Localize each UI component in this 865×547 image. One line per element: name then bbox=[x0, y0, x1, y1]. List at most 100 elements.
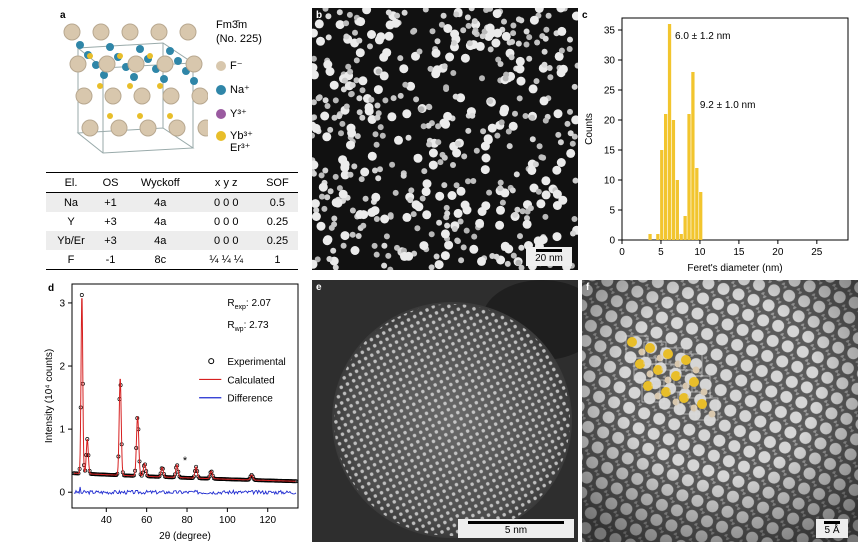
yb-atom bbox=[137, 113, 143, 119]
x-tick-label: 100 bbox=[219, 515, 236, 526]
nanoparticle bbox=[557, 26, 567, 36]
table-cell: 0 0 0 bbox=[213, 234, 239, 247]
nanoparticle bbox=[574, 62, 578, 69]
nanoparticle bbox=[324, 103, 331, 109]
nanoparticle bbox=[450, 70, 457, 76]
nanoparticle bbox=[338, 130, 344, 137]
nanoparticle bbox=[353, 57, 360, 64]
nanoparticle bbox=[411, 51, 420, 61]
nanoparticle bbox=[440, 12, 447, 19]
nanoparticle bbox=[394, 12, 401, 19]
nanoparticle bbox=[351, 163, 358, 170]
x-tick-label: 80 bbox=[181, 515, 193, 526]
r-wp-value: : 2.73 bbox=[244, 320, 269, 331]
nanoparticle bbox=[360, 222, 367, 229]
panel-label-e: e bbox=[316, 282, 322, 293]
f-atom bbox=[133, 87, 151, 105]
nanoparticle bbox=[320, 111, 330, 121]
x-tick-label: 5 bbox=[658, 247, 664, 258]
nanoparticle bbox=[340, 242, 347, 249]
nanoparticle bbox=[372, 167, 378, 174]
nanoparticle bbox=[526, 34, 533, 41]
nanoparticle bbox=[558, 64, 568, 74]
atomic-resolution-image bbox=[582, 280, 858, 542]
nanoparticle bbox=[471, 18, 478, 25]
nanoparticle bbox=[570, 230, 576, 237]
nanoparticle bbox=[495, 56, 502, 63]
nanoparticle bbox=[356, 37, 363, 44]
nanoparticle bbox=[333, 198, 343, 208]
nanoparticle bbox=[452, 93, 459, 100]
nanoparticle bbox=[336, 113, 343, 120]
nanoparticle bbox=[328, 224, 335, 231]
legend-item: Yb³⁺ Er³⁺ bbox=[216, 130, 253, 154]
nanoparticle bbox=[572, 177, 578, 184]
nanoparticle bbox=[489, 253, 496, 259]
nanoparticle bbox=[356, 17, 366, 27]
f-atom bbox=[654, 392, 662, 400]
nanoparticle bbox=[522, 219, 532, 229]
nanoparticle bbox=[332, 173, 339, 180]
nanoparticle bbox=[401, 9, 408, 16]
nanoparticle bbox=[428, 264, 435, 270]
histogram-bar bbox=[671, 120, 676, 240]
nanoparticle bbox=[428, 160, 438, 170]
nanoparticle bbox=[391, 18, 401, 28]
nanoparticle bbox=[532, 161, 539, 168]
histogram-bar bbox=[699, 192, 703, 240]
table-cell: 0.5 bbox=[269, 196, 286, 209]
nanoparticle bbox=[545, 12, 552, 19]
y-tick-label: 3 bbox=[59, 298, 65, 309]
na-atom bbox=[106, 43, 114, 51]
nanoparticle bbox=[524, 215, 530, 222]
nanoparticle bbox=[501, 31, 511, 41]
nanoparticle bbox=[410, 28, 417, 35]
y-tick-label: 0 bbox=[59, 488, 65, 499]
nanoparticle bbox=[340, 231, 350, 241]
f-atom bbox=[81, 119, 99, 137]
na-atom bbox=[190, 77, 198, 85]
nanoparticle bbox=[346, 140, 355, 150]
nanoparticle bbox=[519, 208, 526, 215]
nanoparticle bbox=[426, 104, 433, 111]
nanoparticle bbox=[536, 143, 543, 150]
nanoparticle bbox=[418, 106, 425, 113]
yb-atom bbox=[681, 355, 691, 365]
nanoparticle bbox=[406, 81, 416, 91]
nanoparticle bbox=[426, 141, 433, 148]
nanoparticle bbox=[316, 94, 323, 101]
nanoparticle bbox=[402, 212, 412, 222]
nanoparticle bbox=[411, 200, 421, 210]
nanoparticle bbox=[497, 185, 504, 192]
nanoparticle bbox=[338, 189, 348, 199]
nanoparticle bbox=[515, 64, 525, 74]
histogram-bar bbox=[667, 24, 672, 240]
yb-atom bbox=[679, 393, 689, 403]
nanoparticle bbox=[322, 8, 329, 12]
histogram-bar bbox=[683, 216, 687, 240]
nanoparticle bbox=[514, 206, 521, 213]
nanoparticle bbox=[346, 123, 356, 133]
f-atom bbox=[700, 388, 708, 396]
nanoparticle bbox=[493, 28, 503, 38]
f-atom bbox=[690, 404, 698, 412]
f-atom bbox=[121, 23, 139, 41]
nanoparticle bbox=[373, 141, 380, 148]
f-atom bbox=[92, 23, 110, 41]
nanoparticle bbox=[349, 207, 356, 214]
nanoparticle bbox=[382, 97, 389, 104]
nanoparticle bbox=[368, 96, 375, 103]
y-tick-label: 2 bbox=[59, 362, 65, 373]
nanoparticle bbox=[558, 195, 568, 205]
nanoparticle bbox=[421, 187, 431, 197]
nanoparticle bbox=[447, 191, 457, 200]
nanoparticle bbox=[542, 117, 549, 124]
yb-atom bbox=[627, 337, 637, 347]
nanoparticle bbox=[422, 179, 432, 189]
x-tick-label: 0 bbox=[619, 247, 625, 258]
nanoparticle bbox=[349, 231, 356, 238]
nanoparticle bbox=[336, 185, 343, 192]
f-atom bbox=[69, 55, 87, 73]
table-row: Yb/Er +3 4a 0 0 0 0.25 bbox=[46, 231, 298, 250]
nanoparticle bbox=[402, 81, 409, 88]
